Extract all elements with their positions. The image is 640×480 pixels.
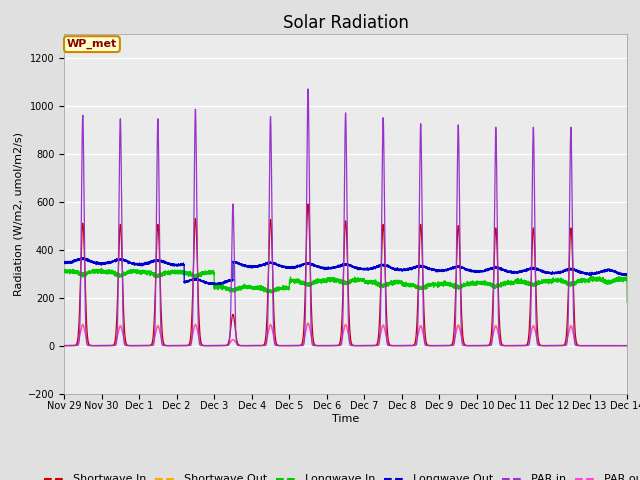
Y-axis label: Radiation (W/m2, umol/m2/s): Radiation (W/m2, umol/m2/s) <box>13 132 24 296</box>
Legend: Shortwave In, Shortwave Out, Longwave In, Longwave Out, PAR in, PAR out: Shortwave In, Shortwave Out, Longwave In… <box>40 470 640 480</box>
X-axis label: Time: Time <box>332 414 359 424</box>
Text: WP_met: WP_met <box>67 39 117 49</box>
Title: Solar Radiation: Solar Radiation <box>283 14 408 32</box>
